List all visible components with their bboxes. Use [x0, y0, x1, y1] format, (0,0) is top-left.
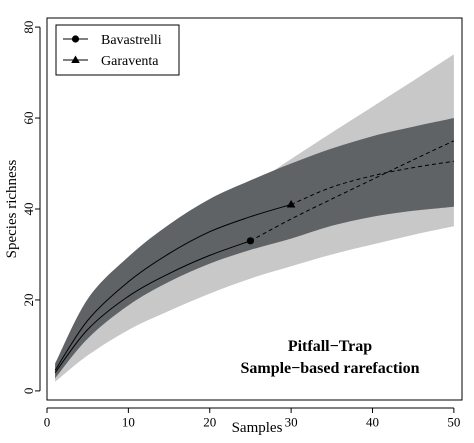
y-axis: 0 20 40 60 80: [21, 21, 41, 395]
legend-label-garaventa: Garaventa: [101, 54, 159, 69]
legend: Bavastrelli Garaventa: [55, 24, 180, 76]
line-extrapolated-bavastrelli: [250, 140, 455, 242]
legend-label-bavastrelli: Bavastrelli: [101, 33, 162, 48]
line-interpolated-garaventa: [54, 204, 292, 371]
x-axis-title: Samples: [232, 420, 283, 436]
confidence-bands: [55, 54, 454, 382]
legend-marker-garaventa: [71, 55, 80, 63]
x-tick-label: 50: [447, 415, 460, 430]
x-tick-label: 0: [44, 415, 51, 430]
line-extrapolated-garaventa: [290, 160, 454, 205]
y-tick-label: 60: [21, 112, 36, 125]
observed-markers: [246, 199, 296, 245]
y-tick-label: 40: [21, 203, 36, 216]
x-axis: 0 10 20 30 40 50: [44, 407, 460, 430]
x-tick-label: 20: [203, 415, 216, 430]
annotation-line-1: Pitfall−Trap: [288, 338, 372, 355]
line-interpolated-bavastrelli: [54, 240, 251, 374]
y-axis-title: Species richness: [4, 159, 20, 258]
y-tick-label: 20: [21, 293, 36, 306]
legend-marker-bavastrelli: [71, 35, 80, 43]
legend-box: [55, 24, 180, 76]
observed-point-garaventa: [286, 199, 296, 208]
x-tick-label: 40: [366, 415, 379, 430]
plot-frame: [46, 17, 463, 401]
y-tick-label: 80: [21, 21, 36, 34]
x-tick-label: 10: [122, 415, 135, 430]
observed-point-bavastrelli: [246, 237, 255, 245]
series-lines: [54, 140, 455, 374]
x-tick-label: 30: [285, 415, 298, 430]
y-tick-label: 0: [21, 388, 36, 395]
annotation-line-2: Sample−based rarefaction: [240, 360, 419, 377]
ci-band-garaventa: [55, 118, 454, 379]
